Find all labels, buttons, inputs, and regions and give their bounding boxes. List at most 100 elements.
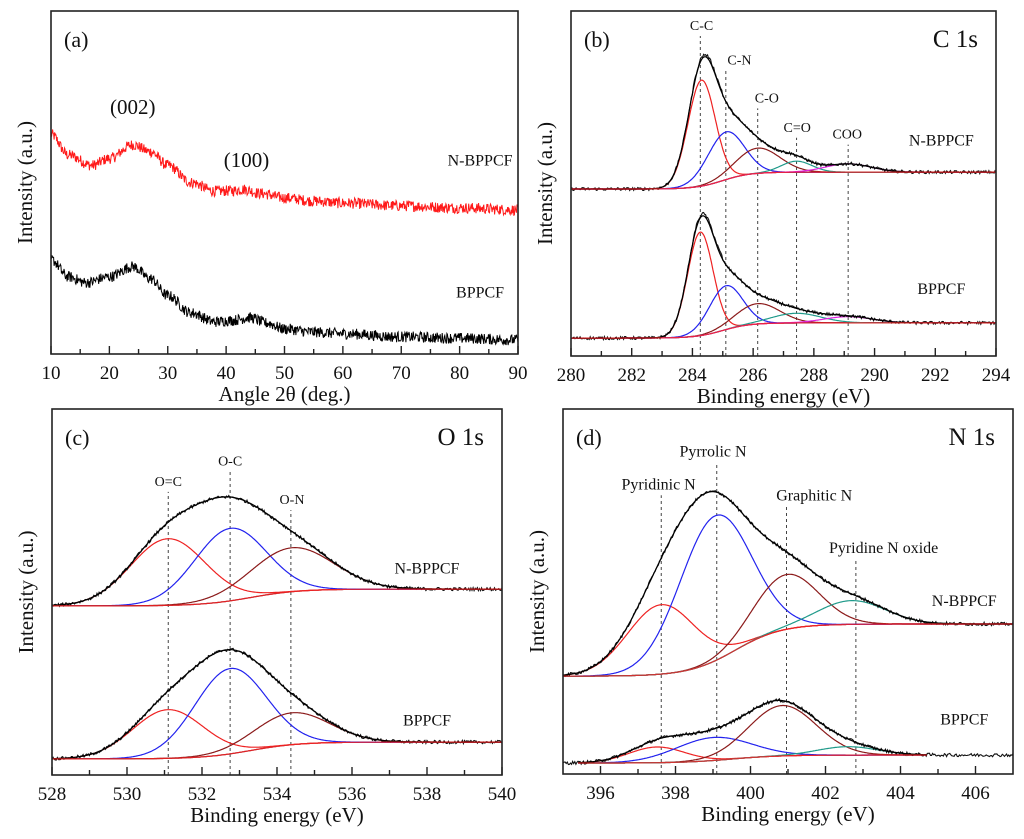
peak-assignment-label: C=O bbox=[783, 121, 810, 136]
panel-b-x-tick-label: 286 bbox=[739, 365, 768, 386]
panel-c-title: O 1s bbox=[437, 424, 484, 451]
panel-c-o1s: (c) O 1s Binding energy (eV) Intensity (… bbox=[14, 408, 517, 827]
n-bppcf-sample-label: N-BPPCF bbox=[909, 133, 974, 150]
bppcf-shirley-background bbox=[52, 741, 502, 760]
panel-a-frame bbox=[50, 10, 519, 355]
n-bppcf-shirley-background bbox=[571, 171, 996, 190]
panel-b-y-axis-label: Intensity (a.u.) bbox=[533, 122, 557, 245]
sample-label: N-BPPCF bbox=[448, 152, 513, 169]
n-bppcf-background-line bbox=[563, 623, 1013, 677]
n-bppcf-shirley-background bbox=[563, 623, 1013, 677]
n-bppcf-component-c-o bbox=[571, 147, 996, 190]
panel-a-x-tick-label: 10 bbox=[42, 363, 61, 384]
panel-a-x-tick-label: 20 bbox=[100, 363, 119, 384]
bppcf-envelope-fit bbox=[571, 215, 996, 339]
bppcf-envelope-fit bbox=[578, 699, 927, 764]
panel-c-x-tick-label: 540 bbox=[488, 784, 517, 805]
panel-d-x-tick-label: 406 bbox=[961, 783, 990, 804]
panel-c-x-tick-label: 528 bbox=[38, 784, 67, 805]
panel-d-x-tick-label: 404 bbox=[886, 783, 915, 804]
panel-b-x-tick-label: 290 bbox=[860, 365, 889, 386]
panel-d-n1s: (d) N 1s Binding energy (eV) Intensity (… bbox=[525, 408, 1014, 826]
panel-c-x-axis-label: Binding energy (eV) bbox=[190, 803, 363, 827]
bppcf-background-line bbox=[578, 754, 927, 764]
bppcf-raw-spectrum bbox=[570, 211, 997, 342]
peak-assignment-label: O-N bbox=[280, 493, 305, 508]
panel-c-x-tick-label: 534 bbox=[263, 784, 292, 805]
sample-label: BPPCF bbox=[456, 284, 504, 301]
peak-assignment-label: O=C bbox=[155, 475, 182, 490]
panel-d-plot-area bbox=[562, 462, 1014, 774]
panel-c-x-tick-label: 532 bbox=[188, 784, 217, 805]
panel-a-x-tick-label: 50 bbox=[275, 363, 294, 384]
panel-b-plot-area bbox=[570, 35, 997, 356]
panel-a-x-tick-label: 70 bbox=[392, 363, 411, 384]
panel-d-title: N 1s bbox=[948, 424, 995, 451]
panel-a-x-tick-label: 60 bbox=[333, 363, 352, 384]
panel-d-x-axis-label: Binding energy (eV) bbox=[701, 802, 874, 826]
panel-d-x-tick-label: 400 bbox=[736, 783, 765, 804]
bppcf-shirley-background bbox=[578, 754, 927, 764]
panel-c-x-tick-label: 536 bbox=[338, 784, 367, 805]
panel-c-letter: (c) bbox=[65, 425, 89, 450]
bppcf-sample-label: BPPCF bbox=[940, 712, 988, 729]
peak-assignment-label: Graphitic N bbox=[776, 487, 852, 504]
panel-a-x-tick-label: 80 bbox=[450, 363, 469, 384]
n-bppcf-shirley-background bbox=[52, 588, 502, 607]
panel-d-y-axis-label: Intensity (a.u.) bbox=[525, 530, 549, 653]
panel-d-letter: (d) bbox=[576, 425, 602, 450]
xrd-trace-n-bppcf bbox=[50, 129, 519, 217]
panel-d-x-tick-label: 396 bbox=[586, 783, 615, 804]
panel-a-y-axis-label: Intensity (a.u.) bbox=[13, 121, 37, 244]
panel-b-x-tick-label: 292 bbox=[921, 365, 950, 386]
n-bppcf-component-coo bbox=[571, 163, 996, 190]
panel-b-x-tick-label: 280 bbox=[557, 365, 586, 386]
n-bppcf-envelope-fit bbox=[562, 491, 1013, 676]
peak-assignment-label: O-C bbox=[218, 455, 242, 470]
n-bppcf-raw-spectrum bbox=[562, 489, 1014, 678]
bppcf-component-graphitic-n bbox=[578, 704, 927, 764]
panel-b-x-tick-label: 282 bbox=[617, 365, 646, 386]
panel-a-x-axis-label: Angle 2θ (deg.) bbox=[219, 382, 351, 406]
bppcf-background-line bbox=[52, 741, 502, 760]
bppcf-background-line bbox=[571, 322, 996, 339]
bppcf-shirley-background bbox=[571, 322, 996, 339]
peak-assignment-label: C-N bbox=[727, 53, 751, 68]
panel-a-xrd: (a) Angle 2θ (deg.) Intensity (a.u.) 10 2… bbox=[13, 10, 528, 406]
panel-a-plot-area bbox=[50, 129, 519, 346]
panel-b-x-tick-label: 288 bbox=[800, 365, 829, 386]
xrd-trace-bppcf bbox=[50, 254, 519, 346]
panel-b-letter: (b) bbox=[584, 27, 610, 52]
panel-c-x-tick-label: 538 bbox=[413, 784, 442, 805]
panel-c-plot-area bbox=[51, 471, 503, 775]
reflection-label: (002) bbox=[110, 95, 156, 119]
panel-b-x-axis-label: Binding energy (eV) bbox=[697, 384, 870, 408]
panel-b-x-tick-label: 294 bbox=[982, 365, 1011, 386]
panel-a-letter: (a) bbox=[64, 27, 88, 52]
n-bppcf-component-c-o bbox=[571, 160, 996, 190]
reflection-label: (100) bbox=[224, 148, 270, 172]
panel-c-y-axis-label: Intensity (a.u.) bbox=[14, 530, 38, 653]
peak-assignment-label: Pyridinic N bbox=[622, 476, 697, 493]
panel-b-x-tick-label: 284 bbox=[678, 365, 707, 386]
n-bppcf-component-pyridinic-n bbox=[563, 604, 1013, 676]
peak-assignment-label: COO bbox=[832, 128, 862, 143]
bppcf-component-coo bbox=[571, 316, 996, 339]
n-bppcf-background-line bbox=[571, 171, 996, 190]
panel-c-x-tick-label: 530 bbox=[113, 784, 142, 805]
bppcf-sample-label: BPPCF bbox=[917, 281, 965, 298]
panel-a-x-tick-label: 40 bbox=[217, 363, 236, 384]
bppcf-raw-spectrum bbox=[51, 647, 503, 761]
n-bppcf-background-line bbox=[52, 588, 502, 607]
n-bppcf-sample-label: N-BPPCF bbox=[395, 561, 460, 578]
panel-b-c1s: (b) C 1s Binding energy (eV) Intensity (… bbox=[533, 10, 1011, 408]
peak-assignment-label: C-O bbox=[755, 91, 779, 106]
bppcf-component-c-o bbox=[571, 303, 996, 339]
panel-d-x-tick-label: 398 bbox=[661, 783, 690, 804]
panel-b-title: C 1s bbox=[933, 26, 978, 53]
peak-assignment-label: Pyrrolic N bbox=[679, 443, 747, 460]
bppcf-sample-label: BPPCF bbox=[403, 713, 451, 730]
panel-d-x-tick-label: 402 bbox=[811, 783, 840, 804]
panel-a-x-tick-label: 90 bbox=[509, 363, 528, 384]
